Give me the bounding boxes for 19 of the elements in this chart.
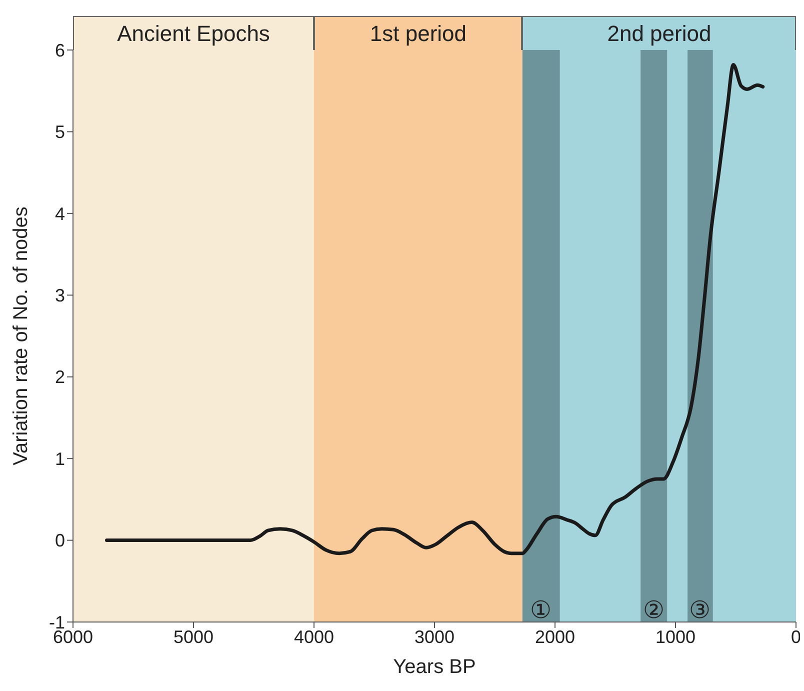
y-tick-label: 5 [54, 122, 65, 142]
band-label: ② [642, 596, 665, 624]
y-tick-label: 3 [54, 286, 65, 306]
y-tick-label: 2 [54, 367, 65, 388]
band-label: ③ [689, 596, 712, 624]
x-tick-label: 0 [790, 626, 802, 647]
x-tick-label: 4000 [294, 626, 334, 647]
x-tick-label: 3000 [414, 626, 455, 647]
x-tick-label: 1000 [655, 626, 696, 647]
y-tick-label: 4 [54, 204, 65, 224]
x-axis-title: Years BP [393, 656, 476, 678]
y-tick-label: 0 [54, 530, 65, 551]
y-tick-label: 1 [54, 448, 65, 469]
band-label: 2nd period [522, 16, 796, 50]
y-axis-title: Variation rate of No. of nodes [10, 206, 32, 466]
band-label: ① [530, 596, 552, 624]
x-tick-label: 5000 [173, 626, 214, 647]
y-tick-label: 6 [54, 40, 65, 60]
x-tick-label: 2000 [534, 626, 576, 647]
